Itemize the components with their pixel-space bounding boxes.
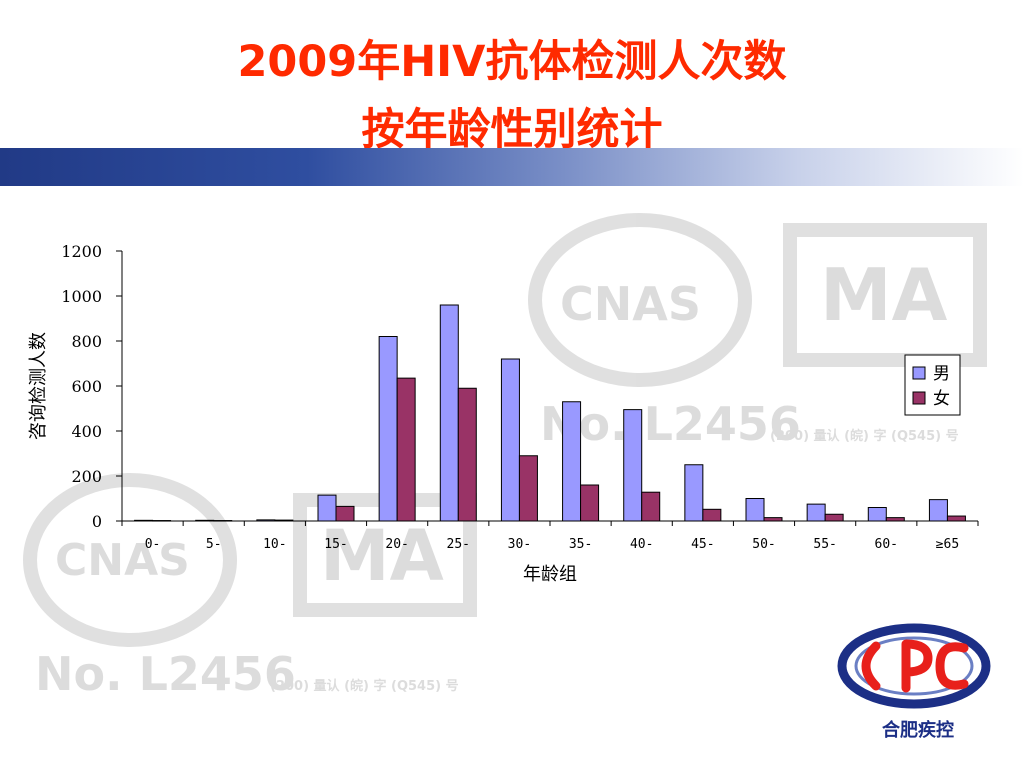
x-tick-label: 55-: [813, 537, 836, 552]
bar-male: [684, 464, 704, 522]
x-tick-label: 60-: [875, 537, 898, 552]
bar-female: [335, 505, 355, 522]
x-tick-label: 30-: [508, 537, 531, 552]
x-tick-label: 10-: [263, 537, 286, 552]
y-axis-title: 咨询检测人数: [28, 332, 49, 440]
bar-male: [562, 401, 582, 522]
bar-female: [457, 387, 477, 522]
y-tick-label: 1000: [61, 287, 102, 306]
bar-female: [763, 517, 783, 522]
slide-subtitle: 按年龄性别统计: [361, 105, 663, 155]
bar-male: [806, 503, 826, 522]
cdc-logo-icon: [837, 623, 991, 709]
bar-female: [885, 517, 905, 522]
x-tick-label: 20-: [385, 537, 408, 552]
x-tick-label: 35-: [569, 537, 592, 552]
slide-title: 2009年HIV抗体检测人次数: [237, 37, 787, 87]
legend-swatch: [912, 391, 926, 405]
bar-female: [396, 377, 416, 522]
bar-female: [946, 515, 966, 522]
bar-female: [274, 519, 294, 522]
legend-swatch: [912, 366, 926, 380]
legend-box: [904, 354, 961, 416]
y-tick-label: 1200: [61, 242, 102, 261]
y-tick-label: 400: [71, 422, 102, 441]
bar-male: [928, 499, 948, 522]
bar-male: [378, 336, 398, 522]
bar-male: [745, 498, 765, 522]
bar-male: [195, 519, 215, 522]
bar-female: [152, 520, 172, 522]
bar-male: [500, 358, 520, 522]
y-tick-label: 800: [71, 332, 102, 351]
bar-male: [867, 507, 887, 522]
bar-male: [134, 519, 154, 522]
x-tick-label: 40-: [630, 537, 653, 552]
bar-female: [641, 491, 661, 522]
bar-male: [623, 409, 643, 522]
bar-female: [824, 513, 844, 522]
x-tick-label: 0-: [145, 537, 161, 552]
bar-male: [439, 304, 459, 522]
legend-label: 男: [933, 364, 950, 384]
bar-female: [518, 455, 538, 522]
bar-female: [580, 484, 600, 522]
cdc-logo-text: 合肥疾控: [882, 720, 954, 741]
x-tick-label: 25-: [447, 537, 470, 552]
header-band: [0, 148, 1024, 186]
x-axis-title: 年龄组: [523, 564, 577, 585]
bar-female: [702, 508, 722, 522]
x-tick-label: 15-: [324, 537, 347, 552]
bar-male: [317, 494, 337, 522]
legend-label: 女: [933, 389, 950, 409]
y-tick-label: 0: [92, 512, 102, 531]
x-tick-label: 5-: [206, 537, 222, 552]
x-tick-label: ≥65: [936, 537, 959, 552]
y-tick-label: 600: [71, 377, 102, 396]
x-tick-label: 50-: [752, 537, 775, 552]
bar-female: [213, 520, 233, 522]
y-tick-label: 200: [71, 467, 102, 486]
bar-male: [256, 519, 276, 522]
x-tick-label: 45-: [691, 537, 714, 552]
